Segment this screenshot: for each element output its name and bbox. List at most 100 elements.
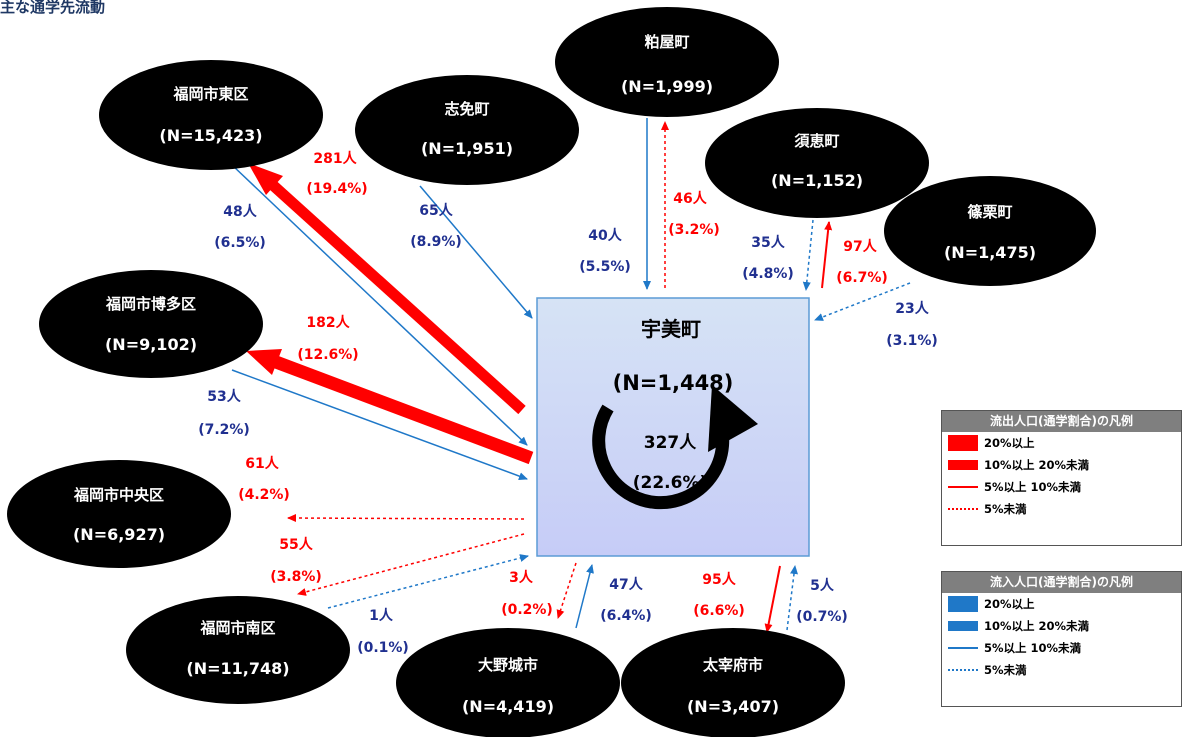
center-name: 宇美町	[641, 317, 701, 341]
label-higashi-in-pct: (6.5%)	[214, 235, 266, 251]
arrow-in-dazaifu	[786, 565, 798, 631]
node-higashi: 福岡市東区 (N=15,423)	[99, 60, 323, 170]
arrow-out-minami	[297, 533, 525, 596]
node-n: (N=1,999)	[621, 77, 713, 96]
legend-outflow-title: 流出人口(通学割合)の凡例	[942, 411, 1181, 432]
arrow-in-higashi	[231, 164, 528, 446]
legend-item-label: 5%未満	[984, 663, 1027, 677]
label-higashi-in-count: 48人	[223, 203, 257, 220]
label-hakata-out-count: 182人	[306, 314, 350, 331]
arrow-out-hakata	[265, 352, 534, 465]
node-n: (N=9,102)	[105, 335, 197, 354]
label-dazaifu-out-count: 95人	[702, 571, 736, 588]
label-dazaifu-in-pct: (0.7%)	[796, 609, 848, 625]
label-kasuya-out-pct: (3.2%)	[668, 222, 720, 238]
node-sue: 須恵町 (N=1,152)	[705, 108, 929, 218]
arrow-in-shime	[419, 185, 533, 319]
label-onojo-out-count: 3人	[509, 569, 534, 586]
label-sasaguri-in-pct: (3.1%)	[886, 333, 938, 349]
label-chuo-out-count: 61人	[245, 455, 279, 472]
node-n: (N=3,407)	[687, 697, 779, 716]
node-name: 福岡市中央区	[73, 486, 164, 504]
legend-swatch-medium	[948, 460, 978, 470]
arrow-out-higashi	[261, 173, 526, 415]
node-onojo: 大野城市 (N=4,419)	[396, 628, 620, 737]
node-n: (N=4,419)	[462, 697, 554, 716]
label-minami-out-pct: (3.8%)	[270, 569, 322, 585]
legend-item-label: 10%以上 20%未満	[984, 619, 1090, 633]
arrow-out-onojo	[556, 562, 577, 619]
label-sasaguri-in-count: 23人	[895, 300, 929, 317]
arrow-out-sue	[821, 221, 833, 289]
internal-count: 327人	[644, 433, 697, 453]
node-n: (N=1,951)	[421, 139, 513, 158]
legend-item-label: 20%以上	[984, 597, 1035, 611]
label-chuo-out-pct: (4.2%)	[238, 487, 290, 503]
legend-swatch-thick	[948, 435, 978, 451]
legend-item-label: 5%以上 10%未満	[984, 641, 1082, 655]
legend-item-label: 10%以上 20%未満	[984, 458, 1090, 472]
node-sasaguri: 篠栗町 (N=1,475)	[884, 176, 1096, 286]
internal-circulation-arrowhead	[708, 385, 758, 452]
legend-inflow: 流入人口(通学割合)の凡例 20%以上 10%以上 20%未満 5%以上 10%…	[941, 571, 1182, 707]
label-minami-out-count: 55人	[279, 536, 313, 553]
label-kasuya-in-count: 40人	[588, 227, 622, 244]
node-n: (N=1,475)	[944, 243, 1036, 262]
node-name: 志免町	[444, 100, 489, 118]
arrow-in-minami	[327, 554, 529, 609]
legend-swatch-thick	[948, 596, 978, 612]
label-higashi-out-count: 281人	[313, 150, 357, 167]
arrow-in-onojo	[575, 564, 594, 629]
label-shime-in-count: 65人	[419, 202, 453, 219]
label-kasuya-in-pct: (5.5%)	[579, 259, 631, 275]
arrow-out-chuo	[287, 514, 525, 523]
node-name: 福岡市博多区	[105, 295, 196, 313]
node-name: 粕屋町	[644, 33, 689, 51]
label-hakata-in-count: 53人	[207, 388, 241, 405]
label-hakata-out-pct: (12.6%)	[297, 347, 358, 363]
legend-swatch-dotted	[948, 669, 978, 671]
center-n: (N=1,448)	[613, 371, 734, 395]
node-name: 大野城市	[478, 656, 538, 674]
node-dazaifu: 太宰府市 (N=3,407)	[621, 628, 845, 737]
legend-outflow-item: 5%以上 10%未満	[942, 476, 1181, 498]
node-chuo: 福岡市中央区 (N=6,927)	[7, 460, 231, 568]
label-onojo-in-count: 47人	[609, 576, 643, 593]
node-name: 福岡市南区	[199, 619, 275, 637]
legend-inflow-title: 流入人口(通学割合)の凡例	[942, 572, 1181, 593]
legend-inflow-item: 10%以上 20%未満	[942, 615, 1181, 637]
node-name: 福岡市東区	[172, 85, 248, 103]
legend-outflow: 流出人口(通学割合)の凡例 20%以上 10%以上 20%未満 5%以上 10%…	[941, 410, 1182, 546]
label-sue-in-count: 35人	[751, 234, 785, 251]
legend-item-label: 5%未満	[984, 502, 1027, 516]
legend-inflow-item: 20%以上	[942, 593, 1181, 615]
legend-inflow-item: 5%以上 10%未満	[942, 637, 1181, 659]
node-kasuya: 粕屋町 (N=1,999)	[555, 7, 779, 117]
label-onojo-in-pct: (6.4%)	[600, 608, 652, 624]
internal-pct: (22.6%)	[633, 473, 708, 493]
node-n: (N=1,152)	[771, 171, 863, 190]
node-n: (N=11,748)	[186, 659, 289, 678]
label-shime-in-pct: (8.9%)	[410, 234, 462, 250]
page-title: 主な通学先流動	[0, 0, 106, 16]
label-minami-in-count: 1人	[369, 607, 394, 624]
label-sue-out-count: 97人	[843, 238, 877, 255]
legend-swatch-dotted	[948, 508, 978, 510]
arrowhead-out-higashi	[248, 163, 283, 195]
label-dazaifu-out-pct: (6.6%)	[693, 603, 745, 619]
node-hakata: 福岡市博多区 (N=9,102)	[39, 270, 263, 378]
center-box	[536, 297, 810, 557]
arrow-out-dazaifu	[764, 565, 781, 633]
label-hakata-in-pct: (7.2%)	[198, 422, 250, 438]
label-higashi-out-pct: (19.4%)	[306, 181, 367, 197]
node-n: (N=6,927)	[73, 525, 165, 544]
node-name: 太宰府市	[703, 656, 763, 674]
node-minami: 福岡市南区 (N=11,748)	[126, 596, 350, 704]
legend-swatch-medium	[948, 621, 978, 631]
legend-item-label: 20%以上	[984, 436, 1035, 450]
arrow-in-hakata	[231, 369, 528, 480]
legend-outflow-item: 10%以上 20%未満	[942, 454, 1181, 476]
legend-inflow-item: 5%未満	[942, 659, 1181, 681]
legend-item-label: 5%以上 10%未満	[984, 480, 1082, 494]
